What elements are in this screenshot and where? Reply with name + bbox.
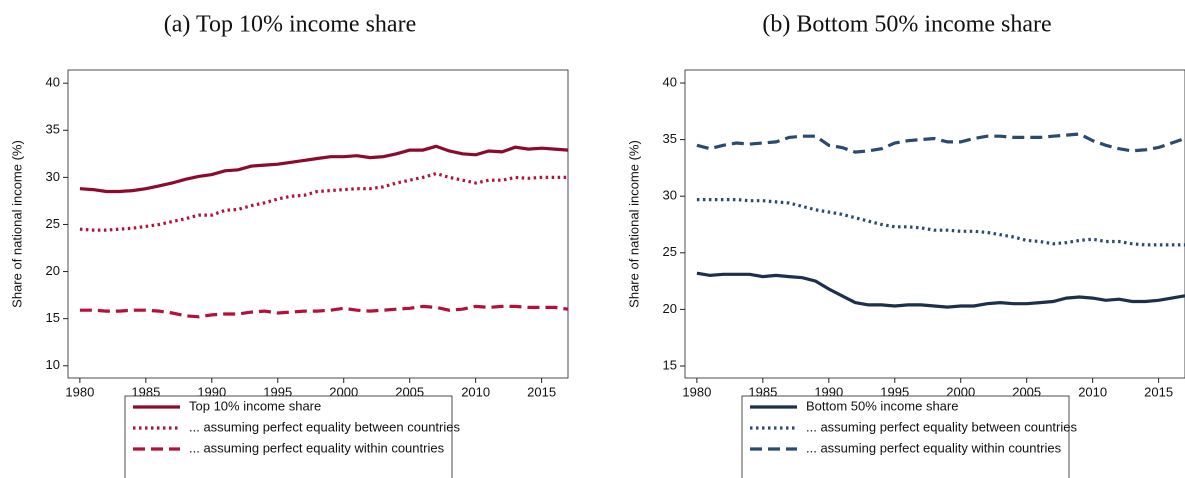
legend-label: ... assuming perfect equality within cou…: [806, 440, 1062, 455]
chart-title: (a) Top 10% income share: [164, 12, 416, 38]
series-line: [696, 198, 1185, 247]
legend-label: Bottom 50% income share: [806, 398, 958, 413]
legend-box: [124, 395, 453, 478]
y-tick-label: 30: [46, 169, 60, 184]
series-line: [79, 144, 569, 194]
legend-label: ... assuming perfect equality between co…: [189, 419, 460, 434]
x-tick-label: 1980: [65, 384, 94, 399]
plot-frame: [684, 69, 1185, 379]
y-tick-label: 25: [663, 244, 677, 259]
y-tick-label: 30: [663, 188, 677, 203]
y-tick-label: 15: [663, 357, 677, 372]
series-line: [696, 271, 1185, 309]
series-line: [79, 171, 568, 232]
x-tick-label: 2015: [1144, 384, 1173, 399]
x-tick-label: 2010: [1078, 384, 1107, 399]
plot-frame: [67, 69, 569, 379]
x-tick-label: 1980: [682, 384, 711, 399]
y-axis-title: Share of national income (%): [626, 140, 641, 308]
y-tick-label: 10: [46, 357, 60, 372]
y-axis-title: Share of national income (%): [9, 140, 24, 308]
series-line: [696, 132, 1185, 154]
y-tick-label: 25: [46, 216, 60, 231]
legend-label: ... assuming perfect equality within cou…: [189, 440, 445, 455]
y-tick-label: 35: [663, 131, 677, 146]
x-tick-label: 2010: [461, 384, 490, 399]
chart-title: (b) Bottom 50% income share: [762, 12, 1051, 38]
y-tick-label: 40: [663, 74, 677, 89]
legend-label: ... assuming perfect equality between co…: [806, 419, 1077, 434]
y-tick-label: 20: [663, 301, 677, 316]
y-tick-label: 20: [46, 263, 60, 278]
legend-box: [741, 395, 1070, 478]
series-line: [79, 304, 569, 319]
x-tick-label: 2015: [527, 384, 556, 399]
y-tick-label: 35: [46, 122, 60, 137]
y-tick-label: 40: [46, 75, 60, 90]
legend-label: Top 10% income share: [189, 398, 321, 413]
y-tick-label: 15: [46, 310, 60, 325]
